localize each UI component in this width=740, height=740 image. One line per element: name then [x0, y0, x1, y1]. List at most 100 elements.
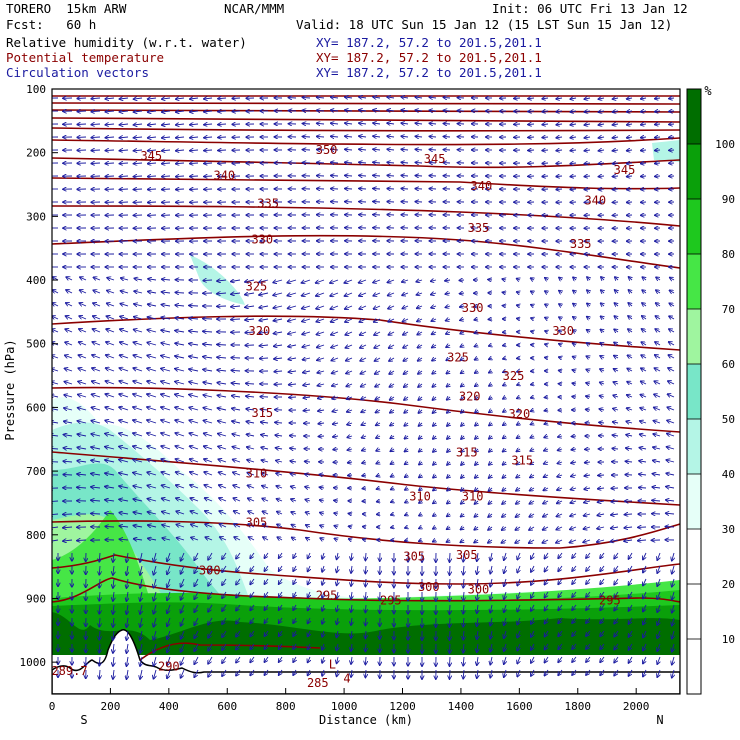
circulation-vector — [134, 137, 143, 138]
circulation-vector — [641, 163, 647, 164]
circulation-vector — [64, 382, 73, 384]
circulation-vector — [189, 395, 199, 397]
circulation-vector — [317, 97, 325, 98]
circulation-vector — [78, 368, 87, 371]
circulation-vector — [531, 318, 534, 319]
circulation-vector — [531, 397, 534, 398]
circulation-vector — [669, 342, 675, 345]
circulation-vector — [531, 410, 534, 411]
circulation-vector — [121, 291, 129, 293]
org-label: NCAR/MMM — [224, 1, 285, 16]
circulation-vector — [331, 319, 339, 322]
y-tick-label: 500 — [26, 338, 46, 351]
circulation-vector — [345, 332, 353, 335]
circulation-vector — [474, 319, 478, 320]
circulation-vector — [418, 384, 422, 387]
circulation-vector — [134, 163, 143, 164]
colorbar-tick-label: 90 — [722, 193, 735, 206]
circulation-vector — [317, 371, 325, 373]
circulation-vector — [303, 384, 311, 385]
circulation-vector — [556, 98, 563, 99]
circulation-vector — [433, 397, 437, 400]
circulation-vector — [65, 355, 73, 358]
circulation-vector — [387, 162, 395, 163]
circulation-vector — [203, 382, 213, 384]
circulation-vector — [542, 150, 549, 151]
circulation-vector — [668, 368, 675, 371]
circulation-vector — [599, 137, 605, 138]
circulation-vector — [365, 656, 366, 664]
circulation-vector — [79, 316, 87, 319]
circulation-vector — [77, 540, 87, 541]
circulation-vector — [429, 136, 437, 137]
circulation-vector — [134, 317, 143, 319]
theta-contour-label: L — [329, 658, 336, 672]
circulation-vector — [105, 420, 115, 423]
circulation-vector — [66, 290, 73, 293]
circulation-vector — [570, 111, 577, 112]
circulation-vector — [275, 422, 283, 423]
circulation-vector — [302, 279, 311, 283]
circulation-vector — [345, 306, 353, 309]
circulation-vector — [475, 358, 478, 360]
circulation-vector — [450, 669, 451, 679]
circulation-vector — [446, 332, 451, 334]
circulation-vector — [175, 356, 185, 358]
circulation-vector — [287, 280, 297, 283]
circulation-vector — [331, 123, 339, 124]
circulation-vector — [613, 137, 619, 138]
circulation-vector — [600, 369, 604, 371]
circulation-vector — [218, 137, 227, 138]
circulation-vector — [331, 136, 339, 137]
circulation-vector — [517, 319, 520, 320]
colorbar-tick-label: 50 — [722, 413, 735, 426]
theta-contour-label: 315 — [251, 406, 273, 420]
circulation-vector — [189, 318, 199, 319]
theta-contour-label: 285 — [307, 676, 329, 690]
theta-contour-label: 300 — [418, 580, 440, 594]
circulation-vector — [417, 293, 423, 295]
circulation-vector — [78, 408, 87, 410]
x-tick-label: 1600 — [506, 700, 533, 713]
circulation-vector — [654, 394, 661, 397]
circulation-vector — [587, 290, 590, 293]
x-tick-label: 0 — [49, 700, 56, 713]
theta-contour-label: 310 — [246, 467, 268, 481]
circulation-vector — [404, 410, 408, 413]
circulation-vector — [346, 384, 353, 386]
circulation-vector — [93, 290, 101, 293]
circulation-vector — [304, 410, 311, 411]
colorbar-tick-label: 100 — [715, 138, 735, 151]
circulation-vector — [107, 316, 115, 319]
circulation-vector — [231, 293, 241, 294]
circulation-vector — [615, 303, 619, 306]
circulation-vector — [503, 292, 507, 293]
circulation-vector — [402, 280, 409, 282]
circulation-vector — [334, 500, 339, 501]
circulation-vector — [147, 394, 157, 398]
circulation-vector — [330, 279, 339, 283]
theta-contour-label: 345 — [140, 149, 162, 163]
circulation-vector — [345, 175, 353, 176]
circulation-vector — [365, 630, 366, 638]
circulation-vector — [147, 420, 157, 424]
circulation-vector — [450, 617, 451, 627]
field-xy-vectors: XY= 187.2, 57.2 to 201.5,201.1 — [316, 65, 542, 80]
circulation-vector — [573, 317, 576, 319]
circulation-vector — [545, 331, 548, 332]
circulation-vector — [584, 163, 591, 164]
circulation-vector — [190, 111, 199, 112]
circulation-vector — [417, 332, 423, 335]
circulation-vector — [628, 342, 633, 345]
circulation-vector — [628, 329, 633, 332]
circulation-vector — [559, 344, 562, 345]
circulation-vector — [349, 514, 353, 515]
circulation-vector — [584, 176, 591, 177]
circulation-vector — [613, 409, 619, 411]
circulation-vector — [331, 97, 339, 98]
circulation-vector — [587, 330, 590, 332]
x-end-label-left: S — [80, 713, 87, 727]
theta-contour-label: 330 — [251, 232, 273, 246]
circulation-vector — [175, 382, 185, 385]
circulation-vector — [162, 150, 171, 151]
